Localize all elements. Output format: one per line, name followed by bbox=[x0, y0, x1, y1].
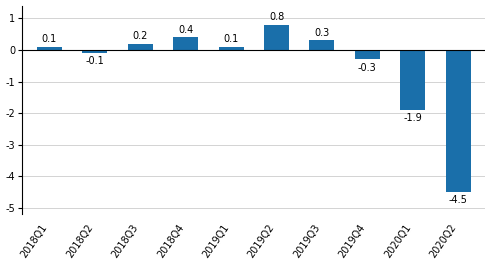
Text: -0.1: -0.1 bbox=[85, 56, 104, 66]
Text: 0.3: 0.3 bbox=[314, 28, 329, 38]
Bar bbox=[128, 43, 153, 50]
Text: -1.9: -1.9 bbox=[404, 113, 422, 123]
Bar bbox=[37, 47, 62, 50]
Bar bbox=[309, 40, 334, 50]
Bar bbox=[82, 50, 108, 53]
Bar bbox=[400, 50, 425, 110]
Bar bbox=[355, 50, 380, 59]
Bar bbox=[446, 50, 471, 192]
Text: -4.5: -4.5 bbox=[449, 196, 467, 205]
Text: -0.3: -0.3 bbox=[358, 63, 377, 73]
Bar bbox=[218, 47, 244, 50]
Text: 0.1: 0.1 bbox=[42, 34, 57, 45]
Bar bbox=[264, 25, 289, 50]
Text: 0.8: 0.8 bbox=[269, 12, 284, 22]
Bar bbox=[173, 37, 198, 50]
Text: 0.1: 0.1 bbox=[223, 34, 239, 45]
Text: 0.4: 0.4 bbox=[178, 25, 193, 35]
Text: 0.2: 0.2 bbox=[133, 31, 148, 41]
